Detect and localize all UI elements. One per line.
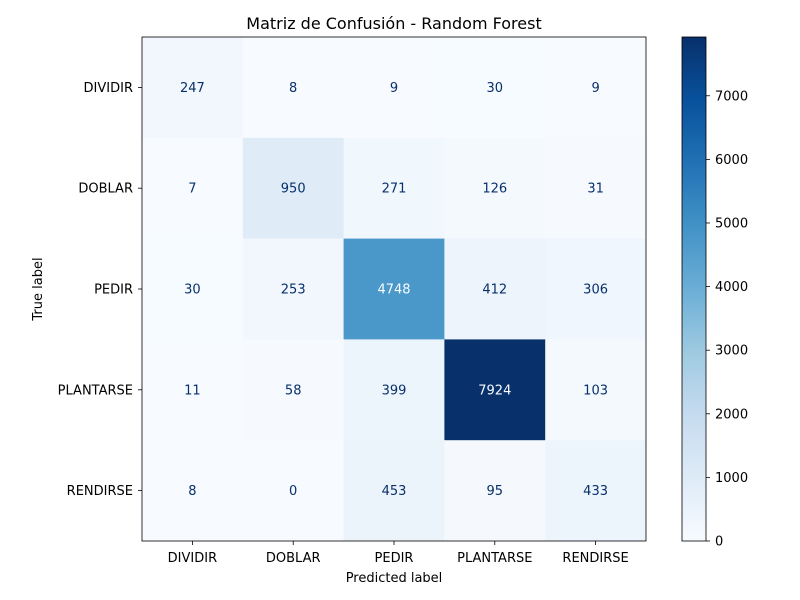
colorbar-tick-label: 2000 [715, 407, 748, 422]
cell-value-label: 126 [482, 182, 507, 197]
heatmap-cell [343, 137, 445, 240]
heatmap-cell [242, 137, 345, 240]
colorbar-tick-label: 6000 [715, 153, 748, 168]
heatmap-cell [142, 37, 244, 139]
y-tick-label: DIVIDIR [84, 81, 133, 96]
x-tick-label: PEDIR [375, 551, 414, 566]
heatmap-cell [444, 137, 546, 240]
heatmap-cell [444, 37, 546, 139]
x-tick-label: DIVIDIR [168, 551, 217, 566]
x-tick-label: DOBLAR [266, 551, 321, 566]
heatmap-cell [242, 339, 345, 441]
y-tick-label: DOBLAR [78, 182, 133, 197]
colorbar [681, 36, 707, 542]
heatmap-cell [545, 137, 647, 240]
cell-value-label: 58 [285, 383, 302, 398]
heatmap-cell [142, 339, 244, 441]
cell-value-label: 8 [188, 484, 196, 499]
heatmap-cell [343, 37, 445, 139]
y-tick-label: PLANTARSE [58, 383, 133, 398]
heatmap-cell [343, 238, 445, 340]
cell-value-label: 247 [180, 81, 205, 96]
heatmap-cell [343, 440, 445, 542]
cell-value-label: 11 [184, 383, 201, 398]
cell-value-label: 950 [281, 182, 306, 197]
cell-value-label: 30 [184, 283, 201, 298]
cell-value-label: 31 [587, 182, 604, 197]
colorbar-tick-label: 3000 [715, 344, 748, 359]
cell-value-label: 433 [583, 484, 608, 499]
cell-value-label: 103 [583, 383, 608, 398]
cell-value-label: 95 [487, 484, 504, 499]
heatmap-cell [444, 440, 546, 542]
heatmap-cell [242, 238, 345, 340]
x-tick-label: RENDIRSE [562, 551, 628, 566]
colorbar-tick-label: 0 [715, 535, 723, 550]
colorbar-tick-label: 1000 [715, 471, 748, 486]
cell-value-label: 7924 [478, 383, 511, 398]
heatmap-cell [242, 37, 345, 139]
cell-value-label: 399 [382, 383, 407, 398]
cell-value-label: 8 [289, 81, 297, 96]
cell-value-label: 4748 [377, 283, 410, 298]
x-axis-ticks: DIVIDIR DOBLAR PEDIR PLANTARSE RENDIRSE [168, 541, 629, 566]
cell-value-label: 0 [289, 484, 297, 499]
cell-value-label: 9 [390, 81, 398, 96]
heatmap-cell [142, 440, 244, 542]
heatmap-cell [545, 440, 647, 542]
cell-value-label: 271 [382, 182, 407, 197]
heatmap-cell [545, 238, 647, 340]
chart-title: Matriz de Confusión - Random Forest [246, 14, 541, 33]
y-axis-label: True label [31, 257, 46, 321]
heatmap-cell [242, 440, 345, 542]
colorbar-tick-label: 4000 [715, 280, 748, 295]
x-tick-label: PLANTARSE [457, 551, 532, 566]
colorbar-ticks: 0 1000 2000 3000 4000 5000 6000 7000 [706, 89, 748, 550]
cell-value-label: 7 [188, 182, 196, 197]
heatmap-cells [142, 37, 647, 542]
cell-value-label: 412 [482, 283, 507, 298]
heatmap-cell [343, 339, 445, 441]
cell-value-label: 453 [382, 484, 407, 499]
cell-value-label: 253 [281, 283, 306, 298]
cell-value-label: 30 [487, 81, 504, 96]
x-axis-label: Predicted label [346, 571, 443, 586]
colorbar-tick-label: 7000 [715, 89, 748, 104]
heatmap-cell [142, 238, 244, 340]
heatmap-cell [142, 137, 244, 240]
colorbar-tick-label: 5000 [715, 216, 748, 231]
cell-value-label: 306 [583, 283, 608, 298]
heatmap-cell [444, 339, 546, 441]
heatmap-cell [444, 238, 546, 340]
cell-value-label: 9 [591, 81, 599, 96]
y-axis-ticks: DIVIDIR DOBLAR PEDIR PLANTARSE RENDIRSE [58, 81, 142, 499]
heatmap-cell [545, 37, 647, 139]
y-tick-label: RENDIRSE [67, 484, 133, 499]
y-tick-label: PEDIR [94, 283, 133, 298]
heatmap-cell [545, 339, 647, 441]
